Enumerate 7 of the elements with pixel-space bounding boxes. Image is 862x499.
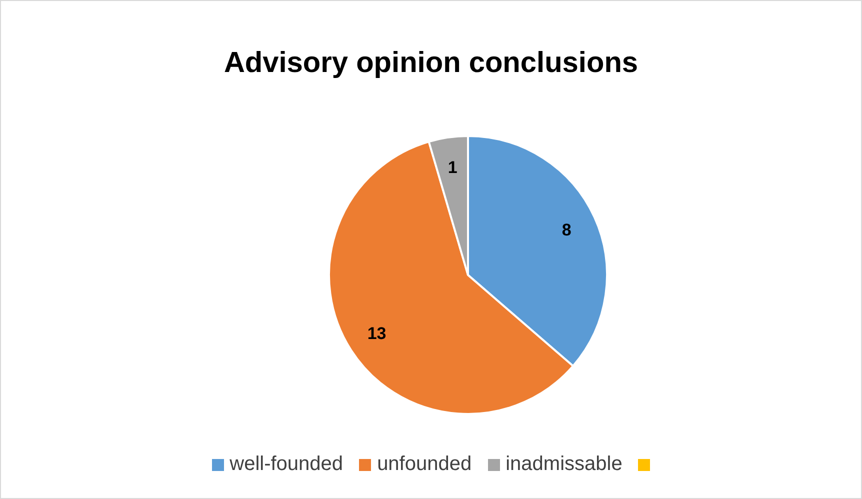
chart-title: Advisory opinion conclusions: [222, 47, 640, 81]
legend-label: unfounded: [377, 453, 472, 476]
data-label: 8: [562, 220, 572, 240]
legend-label: inadmissable: [506, 453, 622, 476]
data-label: 13: [367, 324, 386, 344]
data-label: 1: [448, 158, 458, 178]
legend-label: well-founded: [230, 453, 344, 476]
